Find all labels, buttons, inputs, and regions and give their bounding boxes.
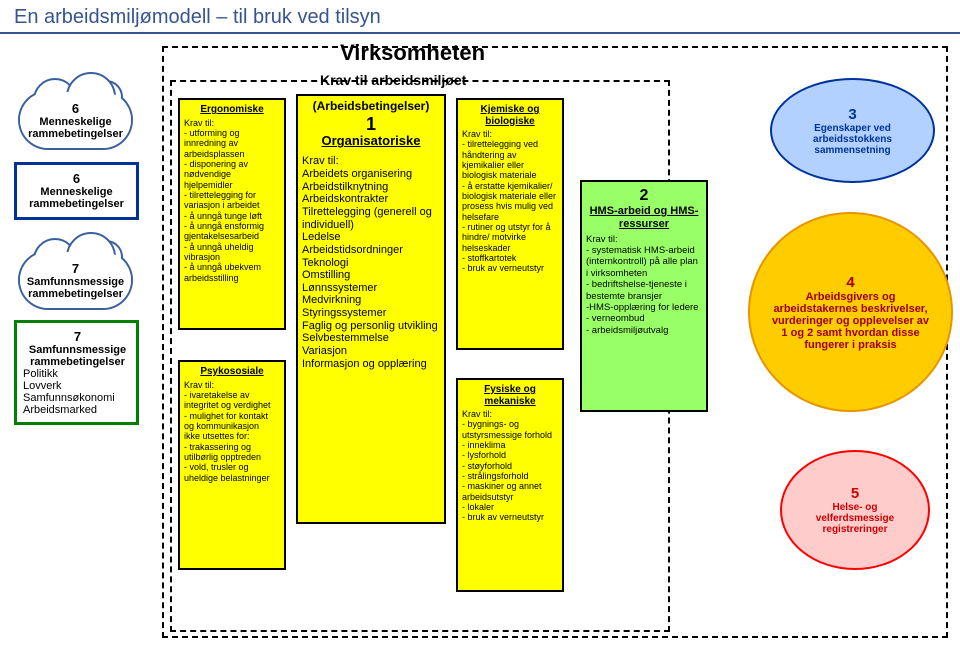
box-fysiske: Fysiske og mekaniske Krav til: - bygning… — [456, 378, 564, 592]
cloud-7-num: 7 — [18, 261, 133, 276]
box-6: 6 Menneskelige rammebetingelser — [14, 162, 139, 220]
page-title: En arbeidsmiljømodell – til bruk ved til… — [14, 6, 381, 29]
center-item-0: Arbeidets organisering — [302, 168, 440, 181]
fysiske-item-5: - maskiner og annet arbeidsutstyr — [462, 481, 558, 502]
fysiske-item-3: - støyforhold — [462, 461, 558, 471]
box-kjemiske: Kjemiske og biologiske Krav til: - tilre… — [456, 98, 564, 350]
box-hms: 2 HMS-arbeid og HMS-ressurser Krav til: … — [580, 180, 708, 412]
box-7-line-2: Samfunnsøkonomi — [23, 392, 132, 404]
kjemiske-item-4: - bruk av verneutstyr — [462, 263, 558, 273]
psykososiale-hd: Psykososiale — [184, 366, 280, 378]
cloud-6-label: Menneskelige rammebetingelser — [18, 116, 133, 140]
kjemiske-hd: Kjemiske og biologiske — [462, 104, 558, 127]
center-item-8: Lønnssystemer — [302, 282, 440, 295]
cloud-7: 7 Samfunnsmessige rammebetingelser — [18, 250, 133, 310]
box-6-label: Menneskelige rammebetingelser — [21, 186, 132, 210]
kjemiske-lead: Krav til: — [462, 129, 558, 139]
ergonomiske-hd: Ergonomiske — [184, 104, 280, 116]
hms-lead: Krav til: — [586, 234, 702, 245]
center-item-14: Informasjon og opplæring — [302, 358, 440, 371]
kjemiske-item-3: - stoffkartotek — [462, 253, 558, 263]
ellipse-5: 5 Helse- og velferdsmessige registrering… — [780, 450, 930, 570]
ell4-text: Arbeidsgivers og arbeidstakernes beskriv… — [756, 291, 945, 351]
hms-item-4: - arbeidsmiljøutvalg — [586, 325, 702, 336]
fysiske-item-1: - inneklima — [462, 440, 558, 450]
hms-num: 2 — [586, 186, 702, 205]
kjemiske-item-0: - tilrettelegging ved håndtering av kjem… — [462, 139, 558, 180]
box-ergonomiske: Ergonomiske Krav til: - utforming og inn… — [178, 98, 286, 330]
fysiske-lead: Krav til: — [462, 409, 558, 419]
cloud-6: 6 Menneskelige rammebetingelser — [18, 90, 133, 150]
psykososiale-item-1: - mulighet for kontakt og kommunikasjon — [184, 411, 280, 432]
ell5-text: Helse- og velferdsmessige registreringer — [788, 502, 922, 535]
center-lead: Krav til: — [302, 155, 440, 168]
center-item-4: Ledelse — [302, 231, 440, 244]
psykososiale-item-0: - ivaretakelse av integritet og verdighe… — [184, 390, 280, 411]
ell3-text: Egenskaper ved arbeidsstokkens sammenset… — [778, 123, 927, 156]
ergonomiske-item-3: - å unngå tunge løft — [184, 211, 280, 221]
hms-item-0: - systematisk HMS-arbeid (internkontroll… — [586, 245, 702, 279]
fysiske-item-6: - lokaler — [462, 502, 558, 512]
center-item-11: Faglig og personlig utvikling — [302, 320, 440, 333]
fysiske-item-2: - lysforhold — [462, 450, 558, 460]
ergonomiske-item-5: - å unngå uheldig vibrasjon — [184, 242, 280, 263]
psykososiale-item-2: ikke utsettes for: — [184, 431, 280, 441]
fysiske-item-4: - strålingsforhold — [462, 471, 558, 481]
hms-item-3: - verneombud — [586, 313, 702, 324]
center-item-1: Arbeidstilknytning — [302, 181, 440, 194]
center-heading: (Arbeidsbetingelser) — [302, 100, 440, 114]
ell3-num: 3 — [848, 106, 856, 123]
center-item-7: Omstilling — [302, 269, 440, 282]
psykososiale-item-4: - vold, trusler og uheldige belastninger — [184, 462, 280, 483]
krav-title: Krav til arbeidsmiljøet — [320, 72, 466, 88]
box-organisatoriske: (Arbeidsbetingelser) 1 Organisatoriske K… — [296, 94, 446, 524]
center-item-9: Medvirkning — [302, 294, 440, 307]
center-sub: Organisatoriske — [302, 134, 440, 149]
ergonomiske-item-1: - disponering av nødvendige hjelpemidler — [184, 159, 280, 190]
box-7-line-3: Arbeidsmarked — [23, 404, 132, 416]
cloud-6-num: 6 — [18, 101, 133, 116]
center-item-10: Styringssystemer — [302, 307, 440, 320]
center-item-6: Teknologi — [302, 257, 440, 270]
title-underline — [0, 32, 960, 34]
psykososiale-lead: Krav til: — [184, 380, 280, 390]
box-7: 7 Samfunnsmessige rammebetingelser Polit… — [14, 320, 139, 425]
ergonomiske-lead: Krav til: — [184, 118, 280, 128]
box-7-num: 7 — [23, 329, 132, 344]
ell5-num: 5 — [851, 485, 859, 502]
center-item-5: Arbeidstidsordninger — [302, 244, 440, 257]
kjemiske-item-2: - rutiner og utstyr for å hindre/ motvir… — [462, 222, 558, 253]
center-item-12: Selvbestemmelse — [302, 332, 440, 345]
box-psykososiale: Psykososiale Krav til: - ivaretakelse av… — [178, 360, 286, 570]
ergonomiske-item-6: - å unngå ubekvem arbeidsstilling — [184, 262, 280, 283]
ell4-num: 4 — [846, 274, 854, 291]
box-7-line-1: Lovverk — [23, 380, 132, 392]
hms-hd: HMS-arbeid og HMS-ressurser — [586, 205, 702, 231]
hms-item-2: -HMS-opplæring for ledere — [586, 302, 702, 313]
center-item-3: Tilrettelegging (generell og individuell… — [302, 206, 440, 231]
box-7-label: Samfunnsmessige rammebetingelser — [23, 344, 132, 368]
center-num: 1 — [302, 114, 440, 135]
box-6-num: 6 — [21, 171, 132, 186]
box-7-line-0: Politikk — [23, 368, 132, 380]
fysiske-hd: Fysiske og mekaniske — [462, 384, 558, 407]
fysiske-item-0: - bygnings- og utstyrsmessige forhold — [462, 419, 558, 440]
center-item-13: Variasjon — [302, 345, 440, 358]
cloud-7-label: Samfunnsmessige rammebetingelser — [18, 276, 133, 300]
ergonomiske-item-4: - å unngå ensformig gjentakelsesarbeid — [184, 221, 280, 242]
ellipse-4: 4 Arbeidsgivers og arbeidstakernes beskr… — [748, 212, 953, 412]
kjemiske-item-1: - å erstatte kjemikalier/ biologisk mate… — [462, 181, 558, 222]
ellipse-3: 3 Egenskaper ved arbeidsstokkens sammens… — [770, 78, 935, 183]
psykososiale-item-3: - trakassering og utilbørlig opptreden — [184, 442, 280, 463]
ergonomiske-item-0: - utforming og innredning av arbeidsplas… — [184, 128, 280, 159]
fysiske-item-7: - bruk av verneutstyr — [462, 512, 558, 522]
virksomheten-title: Virksomheten — [340, 40, 485, 66]
hms-item-1: - bedriftshelse-tjeneste i bestemte bran… — [586, 279, 702, 302]
ergonomiske-item-2: - tilrettelegging for variasjon i arbeid… — [184, 190, 280, 211]
center-item-2: Arbeidskontrakter — [302, 193, 440, 206]
